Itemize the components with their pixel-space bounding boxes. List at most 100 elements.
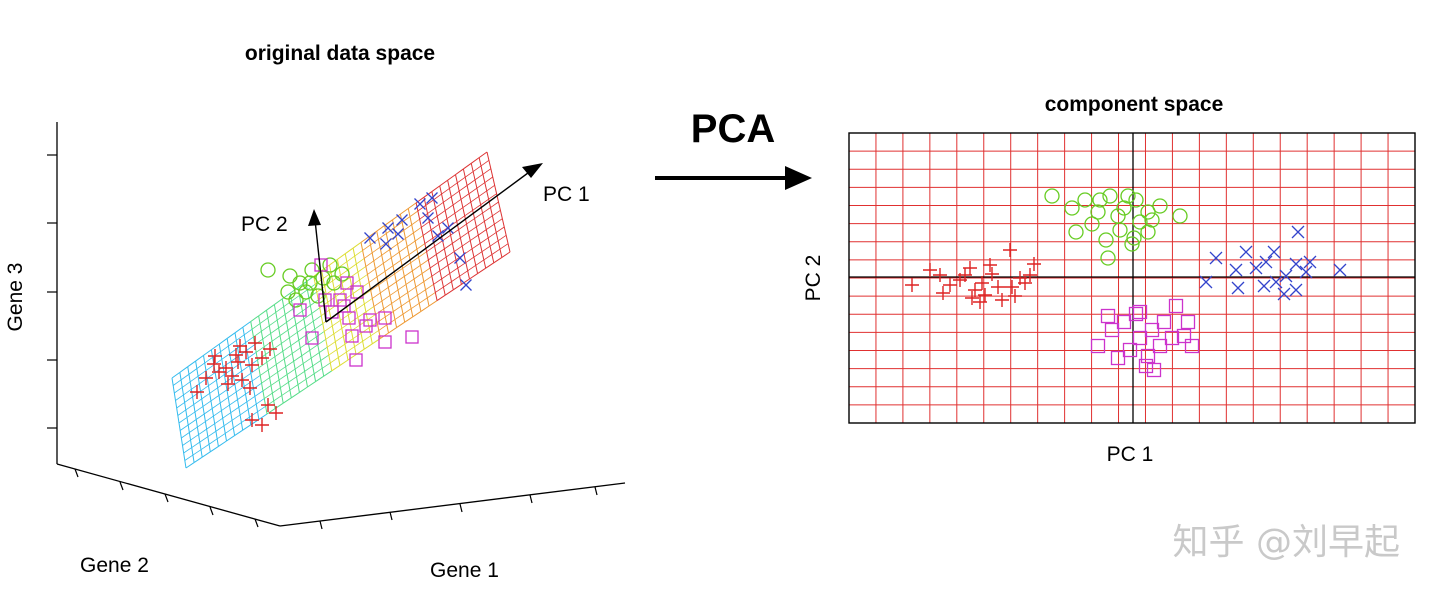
plus-marker	[1005, 280, 1019, 294]
plane-gridline	[258, 309, 267, 317]
plane-gridline	[178, 417, 188, 424]
plane-gridline	[189, 426, 198, 433]
pc-plane-mesh	[171, 151, 511, 469]
square-marker	[1104, 322, 1120, 338]
plane-gridline	[441, 188, 450, 195]
plane-gridline	[466, 179, 476, 186]
plane-gridline	[468, 187, 478, 195]
plane-gridline	[225, 427, 234, 434]
plane-gridline	[348, 263, 357, 270]
plane-gridline	[384, 265, 394, 272]
plane-gridline	[300, 342, 309, 349]
plane-gridline	[290, 339, 300, 346]
plane-gridline	[437, 210, 446, 217]
x-marker	[1277, 287, 1291, 301]
plus-marker	[208, 349, 222, 363]
plane-gridline	[179, 366, 189, 373]
plane-gridline	[391, 251, 400, 259]
plane-gridline	[484, 176, 493, 183]
plane-gridline	[389, 289, 399, 296]
plane-gridline	[202, 400, 212, 407]
x-marker	[1267, 245, 1281, 259]
plane-gridline	[479, 237, 489, 244]
plane-gridline	[420, 259, 429, 266]
plane-gridline	[499, 243, 509, 250]
plane-gridline	[247, 352, 257, 359]
plane-gridline	[421, 221, 430, 228]
plane-gridline	[400, 254, 410, 261]
plane-gridline	[449, 182, 458, 189]
plane-gridline	[453, 245, 463, 252]
plane-gridline	[196, 362, 205, 369]
plane-gridline	[453, 283, 462, 291]
plane-gridline	[399, 292, 408, 299]
square-marker	[345, 329, 359, 343]
square-marker	[318, 293, 332, 307]
plane-gridline	[367, 314, 376, 321]
square-marker	[337, 299, 351, 313]
plane-gridline	[380, 287, 389, 294]
pc2-vector	[314, 219, 327, 323]
plane-gridline	[218, 440, 227, 447]
plane-gridline	[394, 313, 404, 320]
plane-gridline	[278, 321, 287, 329]
plane-gridline	[286, 368, 296, 375]
plane-gridline	[218, 338, 228, 345]
plus-marker	[943, 278, 957, 292]
plus-marker	[1008, 289, 1022, 303]
plane-gridline	[393, 305, 402, 312]
plane-gridline	[343, 285, 352, 292]
watermark: 知乎 @刘早起	[1173, 522, 1400, 563]
plane-gridline	[452, 237, 461, 244]
plane-gridline	[412, 310, 422, 318]
circle-marker	[1128, 192, 1144, 208]
plane-gridline	[192, 449, 202, 456]
square-marker	[350, 285, 364, 299]
plane-gridline	[428, 300, 438, 307]
plane-gridline	[474, 212, 483, 219]
plane-gridline	[246, 344, 256, 351]
plane-gridline	[338, 261, 348, 268]
pc-vectors	[308, 163, 543, 323]
plane-gridline	[437, 256, 447, 263]
plane-gridline	[289, 331, 298, 339]
axes-3d	[56, 122, 626, 527]
plane-gridline	[488, 193, 497, 200]
plane-gridline	[284, 353, 293, 360]
plane-gridline	[231, 414, 241, 421]
plane-gridline	[449, 267, 459, 274]
plus-marker	[229, 348, 243, 362]
plane-gridline	[179, 424, 189, 431]
plane-gridline	[459, 270, 468, 277]
plane-gridline	[176, 402, 185, 409]
plane-gridline	[352, 332, 362, 340]
plane-gridline	[271, 335, 281, 342]
plane-gridline	[206, 372, 216, 379]
plane-gridline	[388, 281, 397, 288]
plane-gridline	[408, 248, 418, 255]
plane-gridline	[201, 451, 211, 458]
plane-gridline	[485, 262, 495, 269]
plane-gridline	[438, 218, 448, 225]
plane-gridline	[421, 267, 431, 274]
plus-marker	[221, 377, 235, 391]
circle-marker	[260, 262, 276, 278]
plane-gridline	[203, 408, 213, 415]
gene1-axis-label: Gene 1	[430, 559, 499, 582]
plane-gridline	[428, 254, 437, 261]
circle-marker	[304, 262, 320, 278]
square-marker	[293, 303, 307, 317]
plane-gridline	[268, 364, 277, 371]
plane-gridline	[357, 266, 367, 273]
plane-gridline	[206, 423, 215, 430]
plane-gridline	[330, 357, 339, 364]
square-marker	[378, 311, 392, 325]
circle-marker	[1126, 230, 1142, 246]
plane-gridline	[460, 232, 469, 239]
plane-gridline	[364, 252, 373, 259]
x-marker	[454, 252, 466, 264]
square-marker	[1100, 308, 1116, 324]
x-marker	[1279, 269, 1293, 283]
circle-marker	[1084, 216, 1100, 232]
plane-gridline	[310, 299, 319, 306]
